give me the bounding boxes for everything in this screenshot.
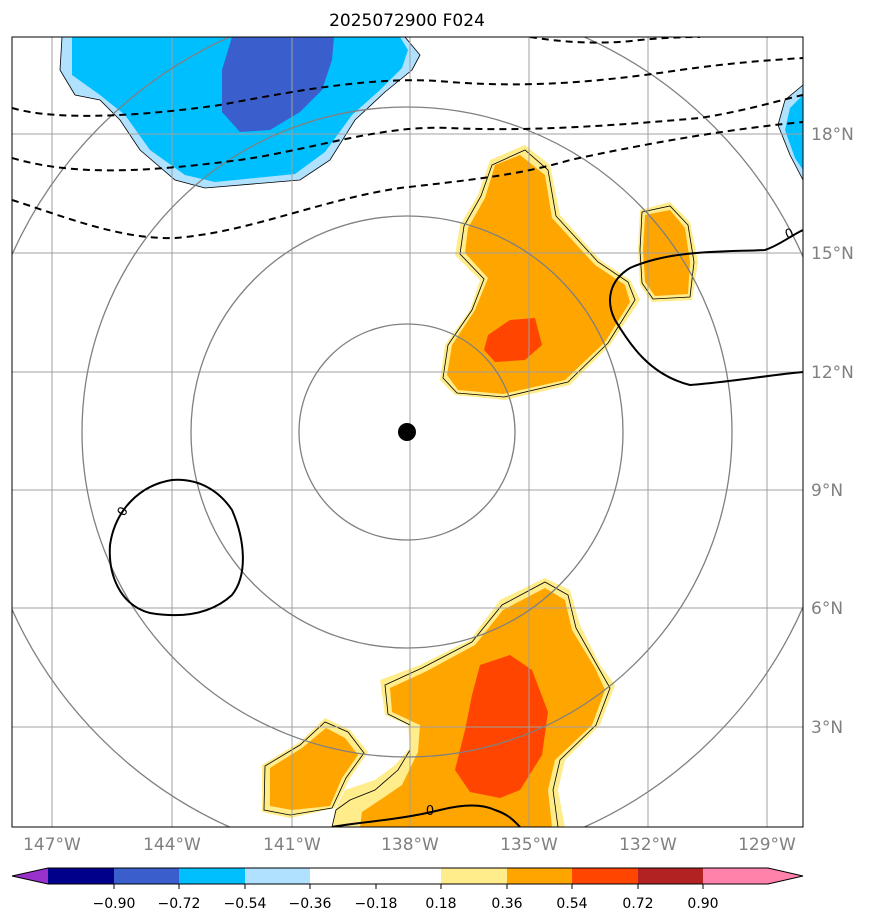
colorbar-bin-8	[507, 868, 572, 884]
map-frame	[11, 36, 804, 828]
colorbar-tick-label: −0.18	[355, 896, 398, 912]
colorbar-bin-6	[376, 868, 441, 884]
positive-anomaly-region-north	[440, 145, 640, 400]
colorbar: −0.90 −0.72 −0.54 −0.36 −0.18 0.18 0.36 …	[11, 867, 804, 912]
contour-label-south: 0	[426, 804, 434, 819]
colorbar-tick-label: 0.72	[622, 896, 653, 912]
colorbar-bin-4	[245, 868, 310, 884]
negative-anomaly-region-northwest	[59, 37, 421, 189]
map-title: 2025072900 F024	[329, 11, 485, 31]
lon-label-144w: 144°W	[143, 835, 201, 855]
longitude-labels: 147°W 144°W 141°W 138°W 135°W 132°W 129°…	[23, 835, 796, 855]
lon-label-129w: 129°W	[738, 835, 796, 855]
colorbar-tick-label: 0.54	[556, 896, 587, 912]
lat-lon-grid	[12, 37, 803, 827]
lat-label-15n: 15°N	[811, 244, 854, 264]
storm-center-marker	[398, 423, 416, 441]
colorbar-bin-2	[114, 868, 179, 884]
lon-label-138w: 138°W	[381, 835, 439, 855]
colorbar-bin-10	[638, 868, 703, 884]
colorbar-bin-7	[441, 868, 507, 884]
lat-label-12n: 12°N	[811, 363, 854, 383]
lon-label-132w: 132°W	[619, 835, 677, 855]
colorbar-tick-label: 0.18	[425, 896, 456, 912]
colorbar-tick-label: −0.72	[158, 896, 201, 912]
colorbar-tick-label: −0.90	[93, 896, 136, 912]
colorbar-outline	[11, 867, 804, 885]
colorbar-bin-5	[310, 868, 376, 884]
lon-label-141w: 141°W	[263, 835, 321, 855]
colorbar-extend-high	[768, 868, 803, 884]
lon-label-135w: 135°W	[500, 835, 558, 855]
colorbar-bin-9	[572, 868, 638, 884]
range-rings	[12, 37, 803, 827]
colorbar-bin-11	[703, 868, 768, 884]
lat-label-18n: 18°N	[811, 125, 854, 145]
lat-label-9n: 9°N	[811, 481, 843, 501]
lat-label-6n: 6°N	[811, 599, 843, 619]
lat-label-3n: 3°N	[811, 718, 843, 738]
colorbar-tick-label: −0.54	[224, 896, 267, 912]
colorbar-bin-1	[48, 868, 114, 884]
map-area: 0 0 0	[12, 37, 803, 827]
colorbar-tick-label: 0.36	[491, 896, 522, 912]
colorbar-tick-label: 0.90	[687, 896, 718, 912]
colorbar-extend-low	[12, 868, 48, 884]
colorbar-bin-3	[179, 868, 245, 884]
lon-label-147w: 147°W	[23, 835, 81, 855]
zero-contours	[108, 229, 803, 827]
latitude-labels: 18°N 15°N 12°N 9°N 6°N 3°N	[811, 125, 854, 738]
colorbar-tick-label: −0.36	[289, 896, 332, 912]
